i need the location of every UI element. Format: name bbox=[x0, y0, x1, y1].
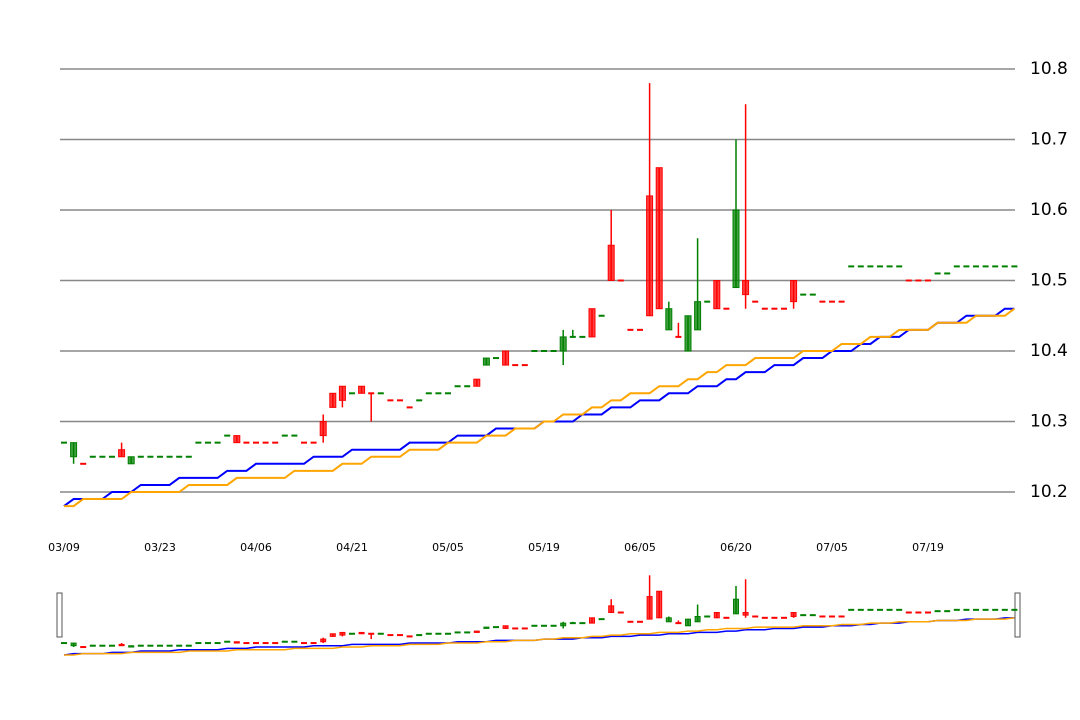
candle-body bbox=[338, 385, 346, 401]
mini-candle-body bbox=[665, 617, 672, 623]
candle-body bbox=[329, 392, 337, 408]
candle-body bbox=[790, 280, 798, 303]
x-tick-label: 05/19 bbox=[528, 541, 560, 554]
mini-candle-body bbox=[483, 626, 490, 629]
mini-candle-body bbox=[656, 590, 663, 619]
mini-candle-body bbox=[742, 612, 749, 616]
mini-candle-body bbox=[473, 630, 480, 633]
mini-candle-body bbox=[329, 633, 336, 637]
candle-body bbox=[482, 357, 490, 366]
ma-line bbox=[64, 307, 1015, 508]
candle-body bbox=[127, 456, 135, 465]
mini-candle-body bbox=[320, 638, 327, 643]
candle-body bbox=[502, 350, 510, 366]
y-tick-label: 10.7 bbox=[1030, 130, 1068, 150]
candle-body bbox=[742, 280, 750, 296]
x-tick-label: 03/23 bbox=[144, 541, 176, 554]
x-tick-label: 05/05 bbox=[432, 541, 464, 554]
candle-body bbox=[655, 167, 663, 310]
mini-candle-body bbox=[128, 645, 135, 648]
mini-candle-body bbox=[733, 598, 739, 615]
mini-candle-body bbox=[502, 625, 509, 629]
candle-body bbox=[319, 421, 327, 437]
mini-candle-body bbox=[118, 643, 125, 647]
candle-body bbox=[358, 385, 366, 394]
mini-candle-body bbox=[685, 618, 691, 627]
mini-candle-body bbox=[694, 615, 701, 623]
candle-body bbox=[665, 308, 673, 331]
x-tick-label: 06/20 bbox=[720, 541, 752, 554]
mini-candle-body bbox=[589, 617, 595, 624]
zoom-handle-right[interactable] bbox=[1014, 592, 1021, 638]
y-tick-label: 10.5 bbox=[1030, 271, 1068, 291]
x-tick-label: 04/21 bbox=[336, 541, 368, 554]
mini-candle-body bbox=[233, 641, 240, 644]
ma-line bbox=[63, 307, 1015, 507]
candle-body bbox=[694, 301, 702, 331]
x-tick-label: 07/05 bbox=[816, 541, 848, 554]
mini-candle-body bbox=[339, 631, 346, 636]
mini-candle-body bbox=[646, 596, 653, 620]
candle-body bbox=[118, 449, 126, 458]
y-tick-label: 10.6 bbox=[1030, 200, 1068, 220]
mini-candle-body bbox=[560, 622, 567, 627]
x-tick-label: 07/19 bbox=[912, 541, 944, 554]
y-tick-label: 10.8 bbox=[1030, 59, 1068, 79]
x-tick-label: 03/09 bbox=[48, 541, 80, 554]
candle-body bbox=[233, 435, 241, 444]
candle-body bbox=[473, 378, 481, 387]
candle-body bbox=[70, 442, 78, 458]
y-tick-label: 10.3 bbox=[1030, 412, 1068, 432]
mini-candle-body bbox=[358, 631, 365, 635]
candle-body bbox=[713, 280, 721, 310]
candle-body bbox=[646, 195, 654, 317]
mini-candle-body bbox=[790, 612, 797, 617]
candle-body bbox=[607, 244, 615, 281]
candle-body bbox=[732, 209, 740, 289]
x-tick-label: 06/05 bbox=[624, 541, 656, 554]
x-tick-label: 04/06 bbox=[240, 541, 272, 554]
mini-ma-line bbox=[64, 617, 1015, 656]
mini-candle-body bbox=[608, 605, 615, 613]
zoom-handle-left[interactable] bbox=[56, 592, 63, 638]
y-tick-label: 10.4 bbox=[1030, 341, 1068, 361]
candle-body bbox=[588, 308, 596, 338]
y-tick-label: 10.2 bbox=[1030, 482, 1068, 502]
candle-body bbox=[559, 336, 567, 352]
mini-candle-body bbox=[70, 642, 77, 647]
mini-candle-body bbox=[713, 612, 720, 619]
candle-body bbox=[684, 315, 692, 352]
